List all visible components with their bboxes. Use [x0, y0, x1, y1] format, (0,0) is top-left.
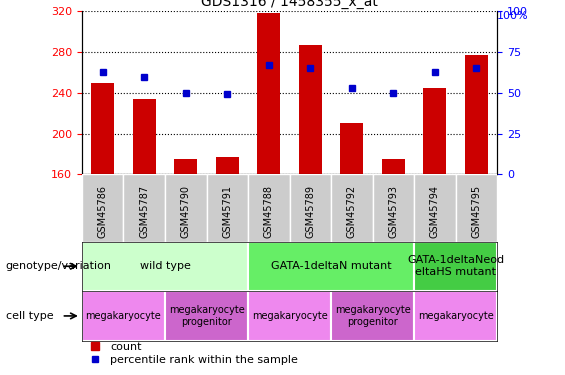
Title: GDS1316 / 1458355_x_at: GDS1316 / 1458355_x_at: [201, 0, 378, 9]
Text: GATA-1deltaNeod
eltaHS mutant: GATA-1deltaNeod eltaHS mutant: [407, 255, 504, 277]
Text: megakaryocyte: megakaryocyte: [85, 311, 162, 321]
Bar: [465, 55, 488, 174]
Text: megakaryocyte: megakaryocyte: [418, 311, 494, 321]
Bar: [414, 174, 455, 242]
Text: megakaryocyte
progenitor: megakaryocyte progenitor: [334, 305, 411, 327]
Text: GSM45792: GSM45792: [347, 184, 357, 238]
Bar: [92, 82, 114, 174]
Text: 100%: 100%: [497, 11, 529, 21]
Bar: [258, 13, 280, 174]
Bar: [331, 174, 373, 242]
Bar: [289, 174, 331, 242]
Text: GATA-1deltaN mutant: GATA-1deltaN mutant: [271, 261, 392, 271]
Bar: [248, 291, 331, 341]
Text: GSM45791: GSM45791: [222, 184, 232, 237]
Bar: [165, 291, 248, 341]
Bar: [414, 291, 497, 341]
Bar: [82, 242, 248, 291]
Bar: [373, 174, 414, 242]
Bar: [133, 99, 155, 174]
Text: megakaryocyte
progenitor: megakaryocyte progenitor: [168, 305, 245, 327]
Text: megakaryocyte: megakaryocyte: [251, 311, 328, 321]
Bar: [455, 174, 497, 242]
Bar: [248, 174, 289, 242]
Bar: [382, 159, 405, 174]
Bar: [82, 174, 123, 242]
Text: GSM45787: GSM45787: [139, 184, 149, 238]
Bar: [165, 174, 207, 242]
Text: cell type: cell type: [6, 311, 53, 321]
Bar: [175, 159, 197, 174]
Text: GSM45789: GSM45789: [305, 184, 315, 237]
Legend: count, percentile rank within the sample: count, percentile rank within the sample: [79, 337, 302, 369]
Bar: [299, 45, 321, 174]
Text: GSM45786: GSM45786: [98, 184, 108, 237]
Bar: [216, 157, 238, 174]
Text: genotype/variation: genotype/variation: [6, 261, 112, 271]
Bar: [123, 174, 165, 242]
Bar: [82, 291, 165, 341]
Text: wild type: wild type: [140, 261, 190, 271]
Text: GSM45793: GSM45793: [388, 184, 398, 237]
Bar: [424, 88, 446, 174]
Text: GSM45795: GSM45795: [471, 184, 481, 238]
Bar: [207, 174, 248, 242]
Bar: [248, 242, 414, 291]
Text: GSM45788: GSM45788: [264, 184, 274, 237]
Bar: [414, 242, 497, 291]
Bar: [341, 123, 363, 174]
Text: GSM45790: GSM45790: [181, 184, 191, 237]
Text: GSM45794: GSM45794: [430, 184, 440, 237]
Bar: [331, 291, 414, 341]
